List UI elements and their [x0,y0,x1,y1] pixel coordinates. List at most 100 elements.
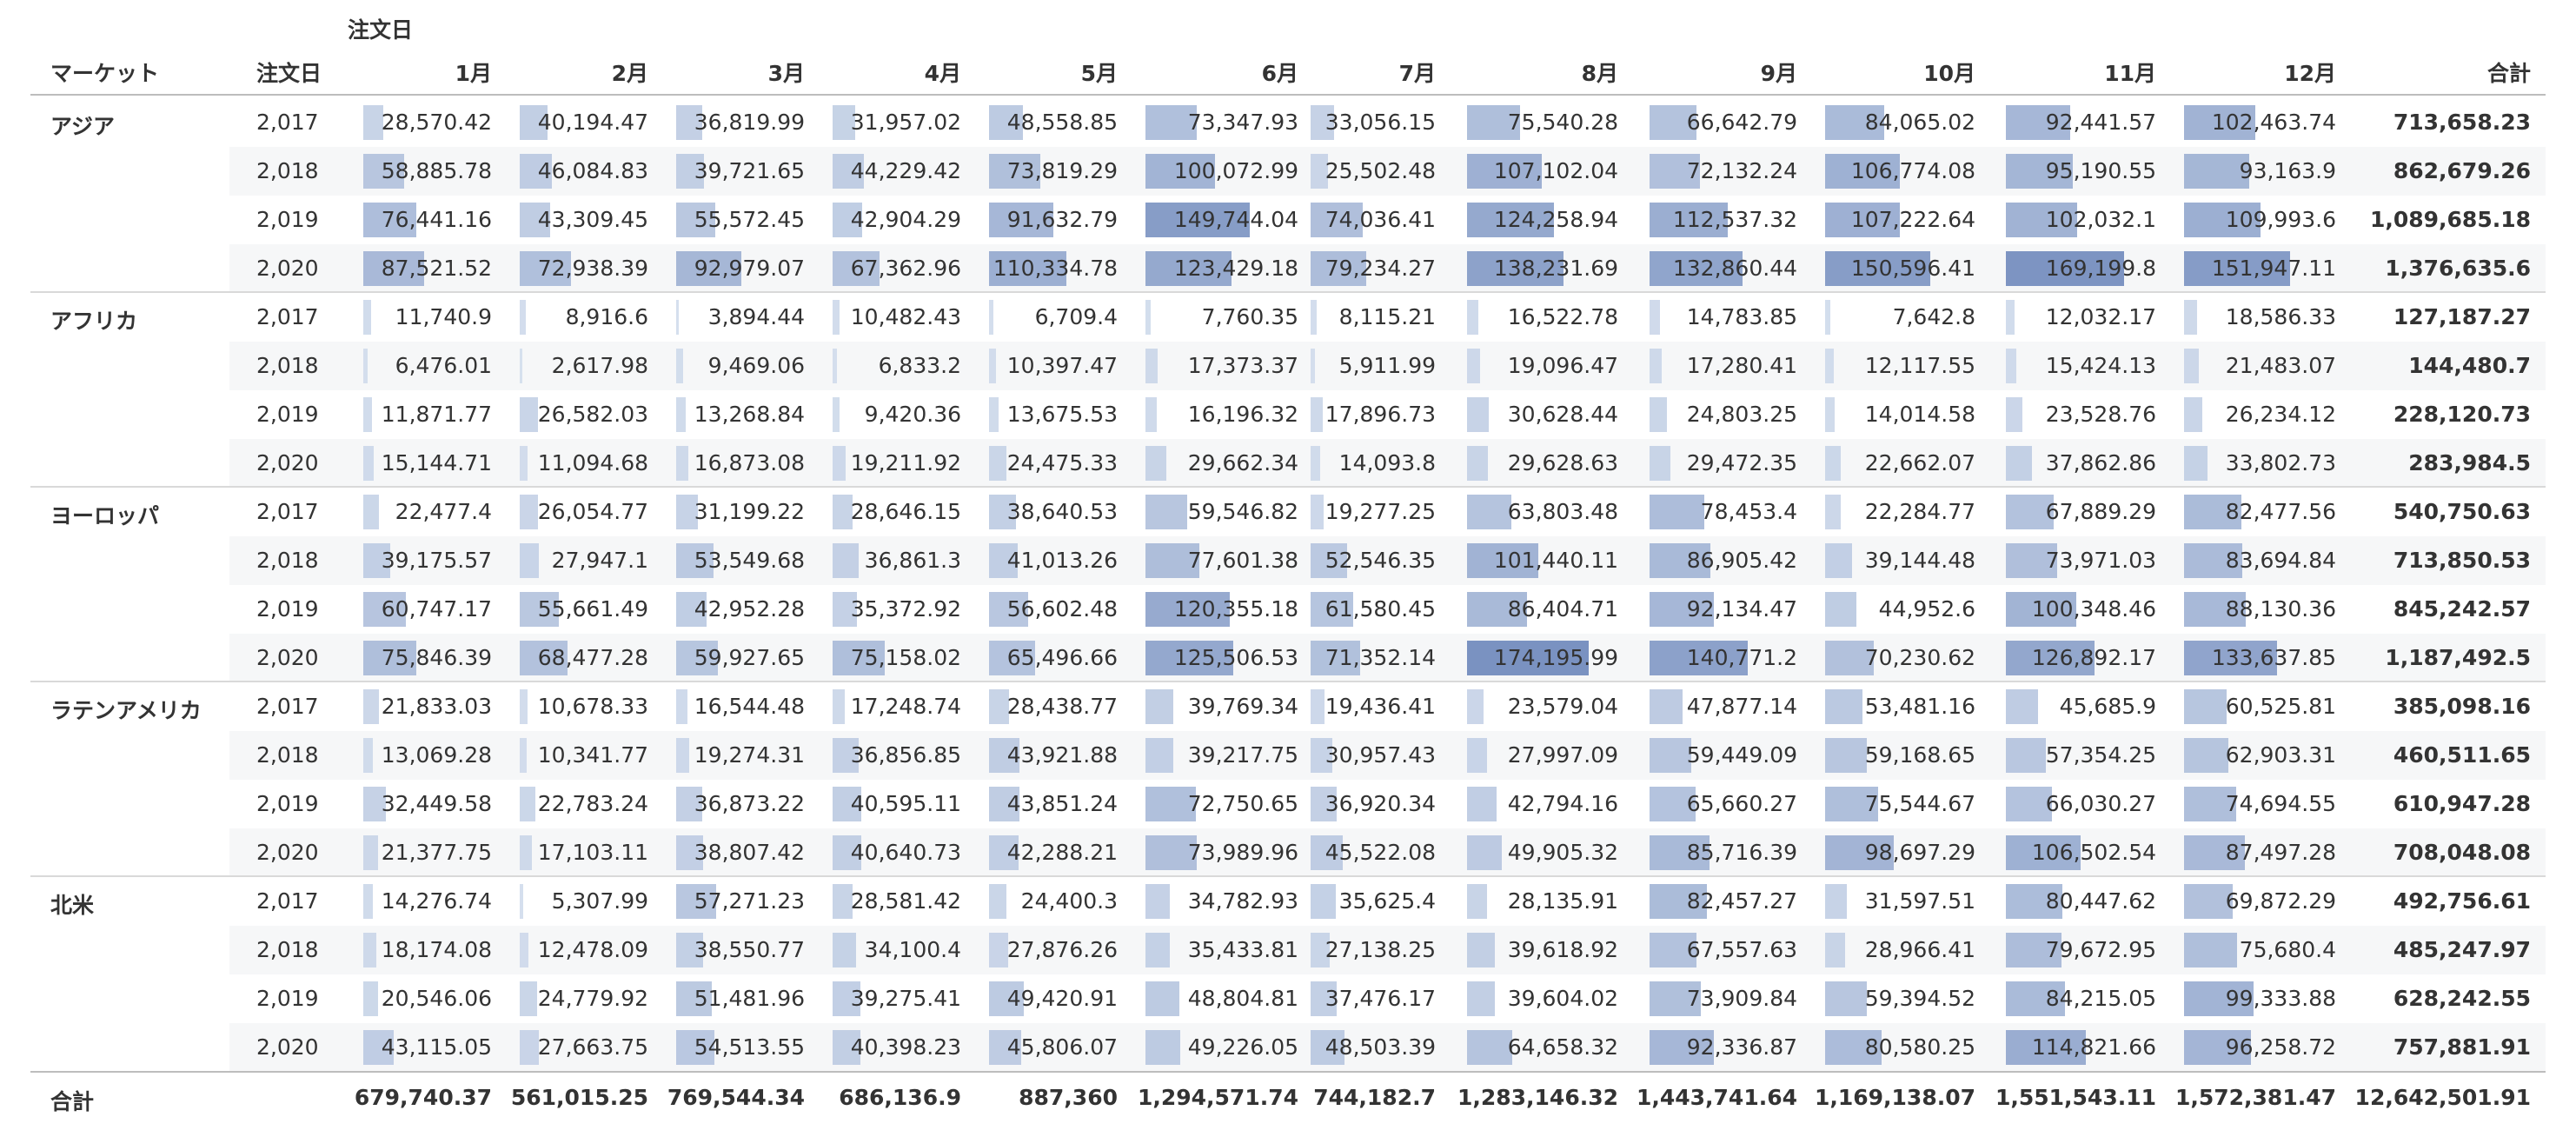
value-bar [2184,689,2227,724]
cell-value: 24,400.3 [1020,888,1118,914]
cell-value: 42,952.28 [694,596,805,622]
year-label: 2,017 [256,110,319,135]
cell-value: 23,528.76 [2045,402,2156,427]
cell-value: 12,117.55 [1864,353,1975,378]
value-bar [833,787,861,821]
cell-value: 76,441.16 [381,207,492,232]
cell-value: 68,477.28 [537,645,648,670]
value-bar [833,203,863,237]
cell-value: 16,544.48 [694,694,805,719]
cell-value: 13,069.28 [381,742,492,768]
column-total: 1,294,571.74 [1137,1085,1298,1110]
value-bar [520,446,528,481]
cell-value: 140,771.2 [1686,645,1797,670]
value-bar [520,495,538,529]
value-bar [520,1030,540,1065]
value-bar [676,446,688,481]
cell-value: 48,558.85 [1006,110,1118,135]
cell-value: 9,469.06 [707,353,805,378]
value-bar [676,641,719,675]
value-bar [989,641,1035,675]
month-header: 5月 [1080,61,1118,86]
cell-value: 36,856.85 [850,742,961,768]
value-bar [2006,787,2053,821]
value-bar [520,203,550,237]
value-bar [989,446,1006,481]
row-total: 283,984.5 [2408,450,2531,475]
value-bar [1650,884,1708,919]
cell-value: 42,794.16 [1507,791,1618,816]
value-bar [520,884,524,919]
value-bar [363,981,378,1016]
cell-value: 26,234.12 [2225,402,2336,427]
month-header: 9月 [1760,61,1797,86]
year-label: 2,019 [256,986,319,1011]
value-bar [1825,203,1901,237]
cell-value: 47,877.14 [1686,694,1797,719]
cell-value: 82,457.27 [1686,888,1797,914]
cell-value: 80,447.62 [2045,888,2156,914]
value-bar [2006,1030,2087,1065]
cell-value: 65,496.66 [1006,645,1118,670]
value-bar [363,495,380,529]
cell-value: 58,885.78 [381,158,492,183]
cell-value: 71,352.14 [1325,645,1436,670]
cell-value: 27,876.26 [1006,937,1118,962]
value-bar [520,592,559,627]
cell-value: 45,685.9 [2059,694,2156,719]
row-header-market: マーケット [50,61,160,86]
value-bar [676,154,704,189]
value-bar [676,495,699,529]
year-label: 2,019 [256,596,319,622]
cell-value: 150,596.41 [1850,256,1975,281]
year-label: 2,018 [256,158,319,183]
cell-value: 74,036.41 [1325,207,1436,232]
value-bar [1311,251,1366,286]
cell-value: 15,424.13 [2045,353,2156,378]
cell-value: 125,506.53 [1173,645,1298,670]
value-bar [989,592,1029,627]
value-bar [2184,105,2256,140]
value-bar [520,543,540,578]
cell-value: 35,625.4 [1338,888,1436,914]
month-header: 10月 [1923,61,1975,86]
value-bar [833,689,845,724]
value-bar [1311,1030,1344,1065]
value-bar [1467,689,1484,724]
value-bar [1825,689,1862,724]
cell-value: 73,909.84 [1686,986,1797,1011]
cell-value: 39,721.65 [694,158,805,183]
cell-value: 14,093.8 [1338,450,1436,475]
cell-value: 38,807.42 [694,840,805,865]
value-bar [676,835,704,870]
cell-value: 61,580.45 [1325,596,1436,622]
cell-value: 17,103.11 [537,840,648,865]
cell-value: 21,833.03 [381,694,492,719]
value-bar [1311,495,1325,529]
value-bar [676,349,683,383]
cell-value: 7,642.8 [1892,304,1975,329]
value-bar [1467,933,1495,967]
value-bar [363,835,379,870]
cell-value: 67,362.96 [850,256,961,281]
cell-value: 39,275.41 [850,986,961,1011]
value-bar [1650,251,1743,286]
cell-value: 13,268.84 [694,402,805,427]
value-bar [1825,397,1836,432]
value-bar [989,787,1020,821]
value-bar [833,738,859,773]
value-bar [2184,787,2237,821]
cell-value: 86,404.71 [1507,596,1618,622]
value-bar [1145,835,1198,870]
cell-value: 59,168.65 [1864,742,1975,768]
year-label: 2,018 [256,353,319,378]
value-bar [2184,543,2243,578]
cell-value: 87,497.28 [2225,840,2336,865]
value-bar [1825,787,1878,821]
value-bar [989,1030,1021,1065]
column-total: 1,551,543.11 [1995,1085,2156,1110]
month-header: 1月 [455,61,492,86]
column-total: 887,360 [1019,1085,1118,1110]
value-bar [2006,933,2062,967]
cell-value: 19,277.25 [1325,499,1436,524]
